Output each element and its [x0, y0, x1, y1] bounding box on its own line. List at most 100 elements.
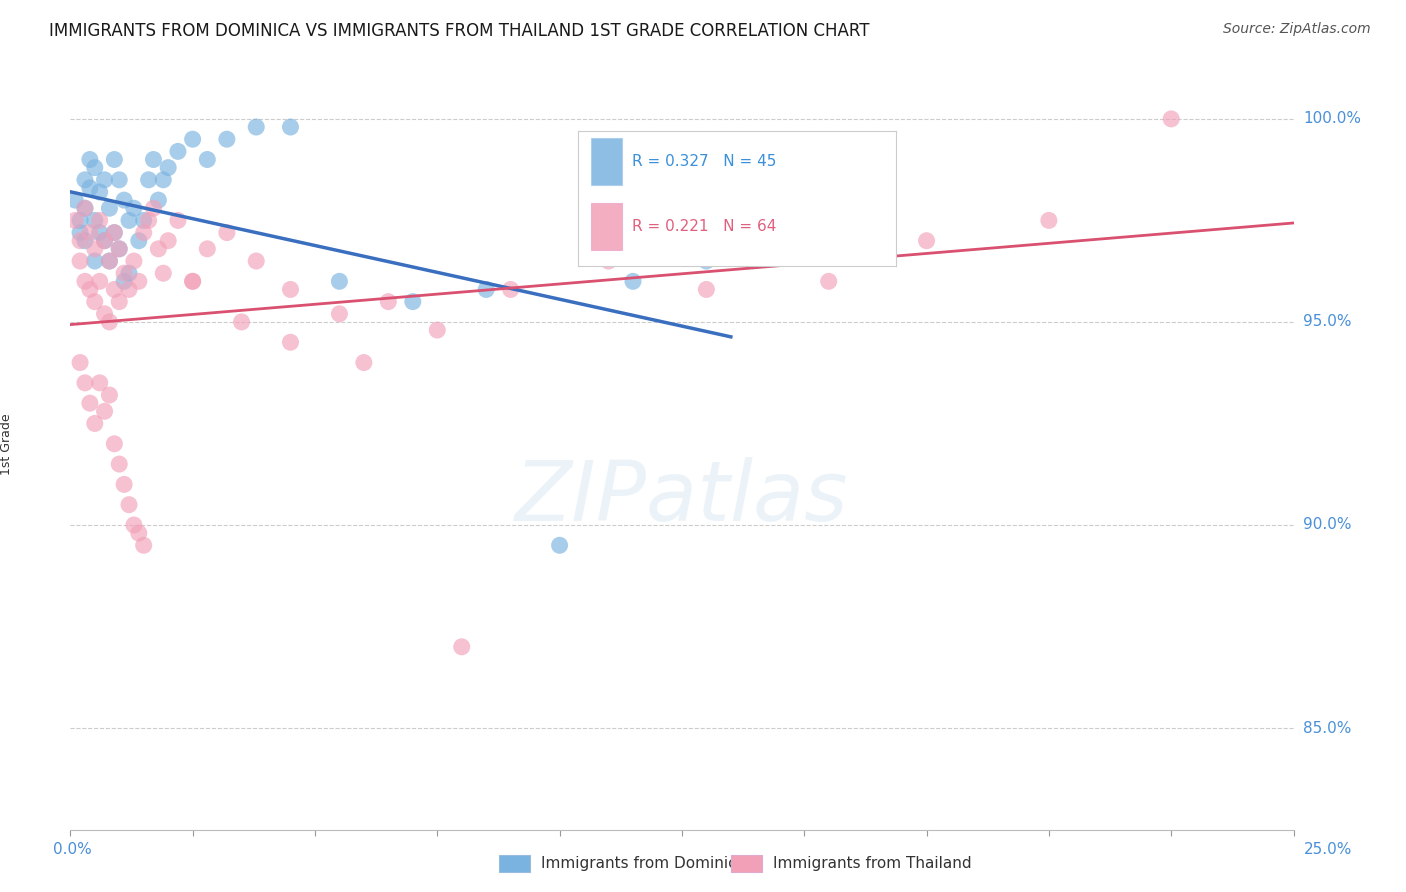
- Point: [181, 132, 204, 146]
- Point: [73, 274, 96, 288]
- Point: [215, 132, 238, 146]
- Point: [353, 355, 375, 369]
- Text: IMMIGRANTS FROM DOMINICA VS IMMIGRANTS FROM THAILAND 1ST GRADE CORRELATION CHART: IMMIGRANTS FROM DOMINICA VS IMMIGRANTS F…: [49, 22, 870, 40]
- Point: [328, 274, 350, 288]
- Point: [157, 161, 180, 175]
- Point: [475, 282, 498, 296]
- Point: [122, 254, 145, 268]
- Point: [142, 201, 165, 215]
- Point: [73, 201, 96, 215]
- Point: [69, 355, 91, 369]
- Text: 90.0%: 90.0%: [1303, 517, 1351, 533]
- Point: [128, 274, 150, 288]
- Point: [118, 282, 141, 296]
- Point: [112, 477, 135, 491]
- Point: [73, 376, 96, 390]
- Text: ZIPatlas: ZIPatlas: [515, 458, 849, 538]
- Point: [112, 193, 135, 207]
- Point: [98, 388, 121, 402]
- Point: [245, 120, 267, 134]
- Point: [280, 120, 302, 134]
- Text: 1st Grade: 1st Grade: [0, 413, 13, 475]
- Point: [98, 315, 121, 329]
- Point: [195, 153, 218, 167]
- Point: [280, 335, 302, 350]
- Point: [79, 153, 101, 167]
- Point: [122, 201, 145, 215]
- Point: [69, 254, 91, 268]
- Point: [108, 294, 131, 309]
- Point: [89, 213, 111, 227]
- Text: Immigrants from Dominica: Immigrants from Dominica: [541, 856, 747, 871]
- Point: [79, 282, 101, 296]
- Point: [112, 274, 135, 288]
- Point: [69, 226, 91, 240]
- Point: [1038, 213, 1060, 227]
- Point: [118, 266, 141, 280]
- Point: [108, 173, 131, 187]
- Point: [132, 226, 155, 240]
- Point: [167, 213, 190, 227]
- Point: [1160, 112, 1182, 126]
- Point: [598, 254, 620, 268]
- Point: [215, 226, 238, 240]
- Point: [132, 538, 155, 552]
- Text: Source: ZipAtlas.com: Source: ZipAtlas.com: [1223, 22, 1371, 37]
- Point: [103, 226, 125, 240]
- Point: [132, 213, 155, 227]
- Point: [128, 234, 150, 248]
- Point: [108, 242, 131, 256]
- Point: [181, 274, 204, 288]
- Point: [195, 242, 218, 256]
- Point: [138, 213, 160, 227]
- Point: [122, 518, 145, 533]
- Point: [167, 145, 190, 159]
- Point: [103, 226, 125, 240]
- Point: [83, 213, 105, 227]
- Text: 25.0%: 25.0%: [1305, 842, 1353, 856]
- Point: [695, 282, 717, 296]
- Point: [73, 201, 96, 215]
- Point: [79, 226, 101, 240]
- Point: [63, 193, 86, 207]
- Point: [73, 234, 96, 248]
- Point: [138, 173, 160, 187]
- Point: [112, 266, 135, 280]
- Point: [93, 307, 115, 321]
- Point: [450, 640, 472, 654]
- Point: [98, 254, 121, 268]
- Point: [89, 185, 111, 199]
- Point: [103, 282, 125, 296]
- Point: [98, 254, 121, 268]
- Point: [89, 274, 111, 288]
- Point: [817, 274, 839, 288]
- Point: [548, 538, 571, 552]
- Point: [79, 181, 101, 195]
- Point: [157, 234, 180, 248]
- Point: [148, 193, 170, 207]
- Point: [93, 404, 115, 418]
- Point: [152, 266, 174, 280]
- Point: [83, 294, 105, 309]
- Point: [98, 201, 121, 215]
- Text: 85.0%: 85.0%: [1303, 721, 1351, 736]
- Point: [83, 161, 105, 175]
- Point: [128, 526, 150, 541]
- Text: 100.0%: 100.0%: [1303, 112, 1361, 127]
- Point: [231, 315, 253, 329]
- Text: 0.0%: 0.0%: [53, 842, 93, 856]
- Point: [69, 234, 91, 248]
- Point: [402, 294, 425, 309]
- Point: [69, 213, 91, 227]
- Text: 95.0%: 95.0%: [1303, 315, 1351, 329]
- Point: [181, 274, 204, 288]
- Point: [79, 396, 101, 410]
- Point: [108, 242, 131, 256]
- Point: [915, 234, 938, 248]
- Point: [89, 226, 111, 240]
- Point: [695, 254, 717, 268]
- Point: [118, 213, 141, 227]
- Point: [148, 242, 170, 256]
- Point: [377, 294, 399, 309]
- Point: [89, 376, 111, 390]
